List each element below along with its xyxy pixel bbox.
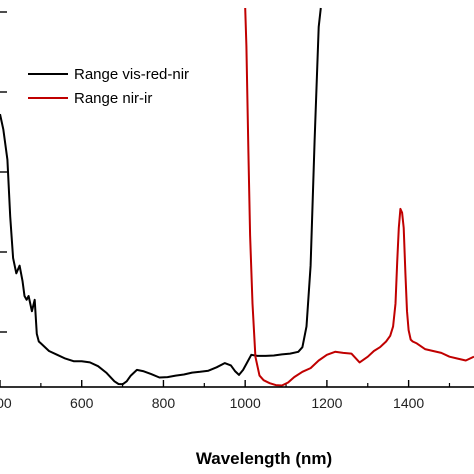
series-line-1 — [244, 7, 474, 387]
x-axis-tick-labels: 400 600 800 1000 1200 1400 — [0, 395, 424, 411]
x-tick-label: 800 — [152, 395, 176, 411]
legend: Range vis-red-nir Range nir-ir — [28, 66, 189, 107]
x-tick-label: 1200 — [311, 395, 342, 411]
legend-label-0: Range vis-red-nir — [74, 66, 189, 83]
x-tick-label: 1000 — [230, 395, 261, 411]
series-layer — [0, 7, 474, 387]
x-tick-label: 400 — [0, 395, 12, 411]
series-line-0 — [0, 7, 322, 386]
x-axis-ticks — [0, 380, 451, 387]
plot-frame — [0, 386, 474, 388]
y-axis-ticks — [0, 11, 7, 333]
x-axis-title: Wavelength (nm) — [196, 449, 332, 468]
x-tick-label: 1400 — [393, 395, 424, 411]
legend-label-1: Range nir-ir — [74, 90, 152, 107]
x-tick-label: 600 — [70, 395, 94, 411]
